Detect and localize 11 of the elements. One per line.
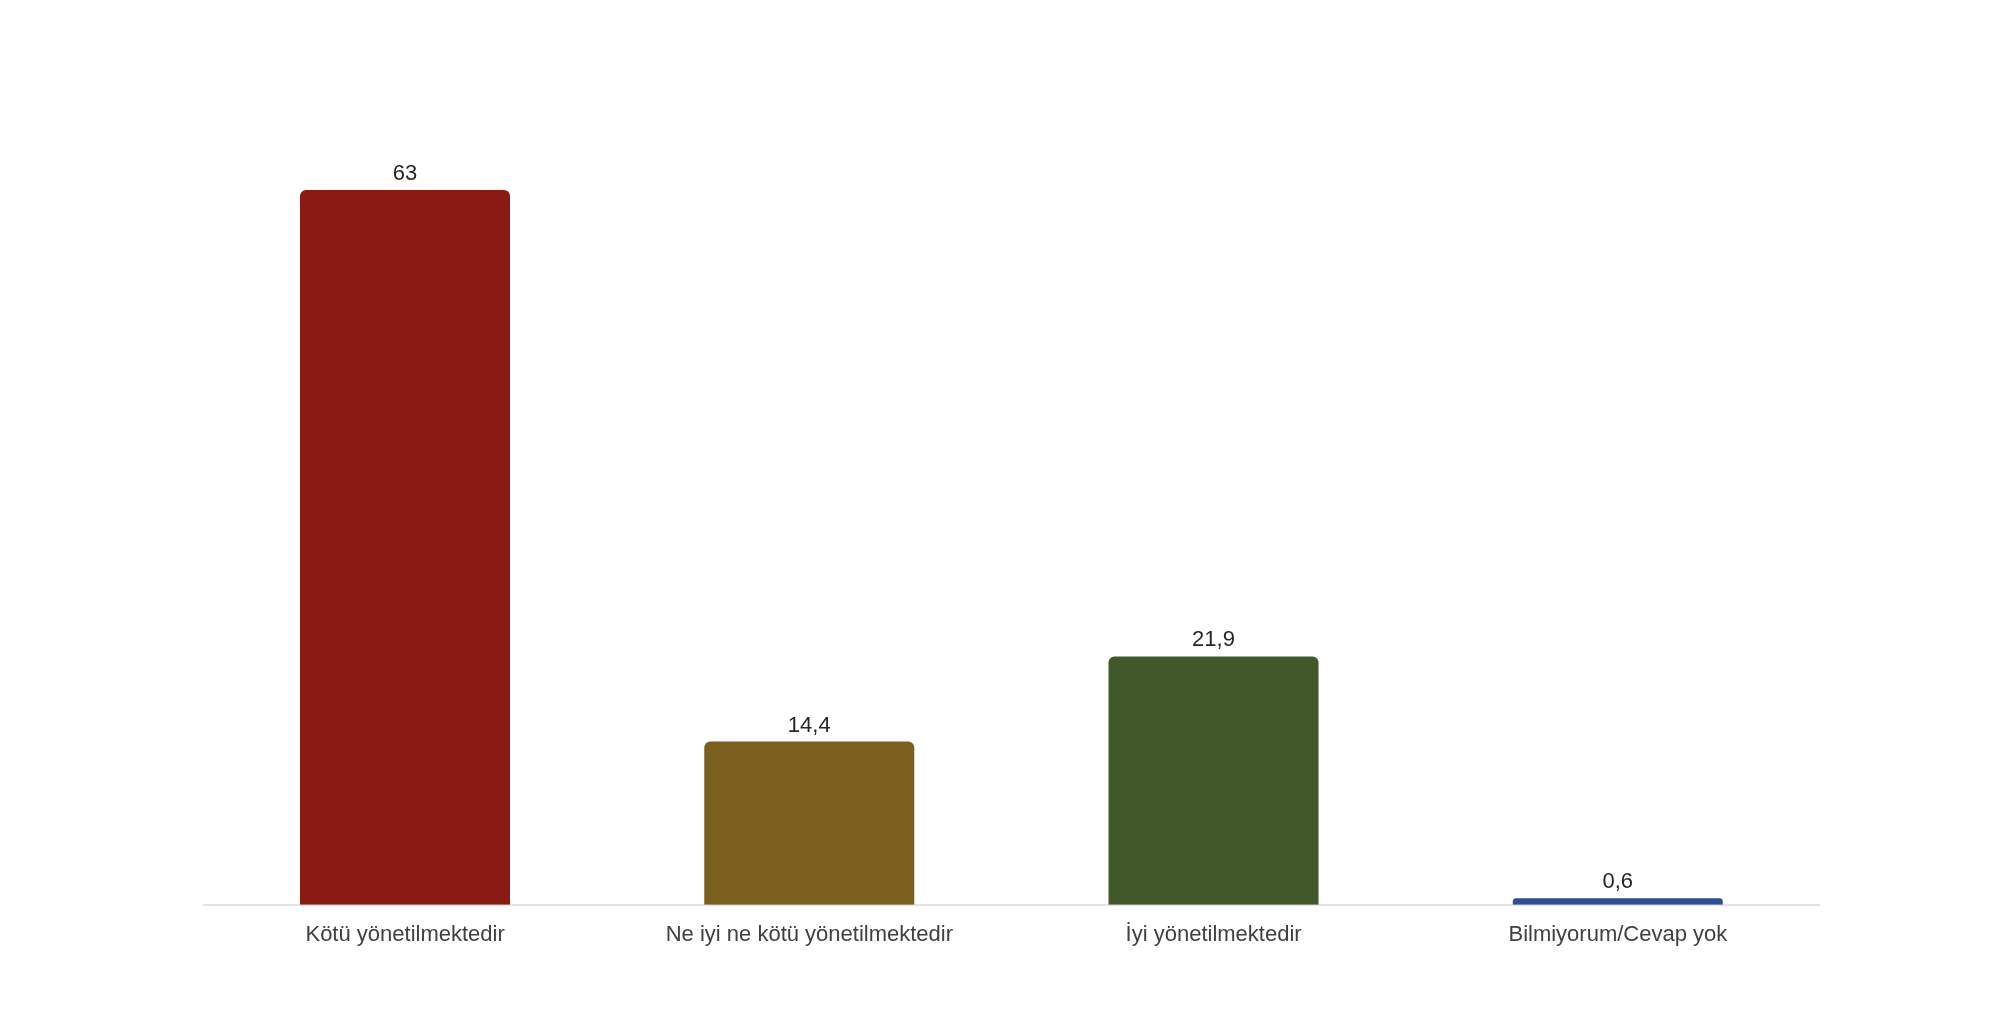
x-tick-label: Ne iyi ne kötü yönetilmektedir	[665, 920, 954, 946]
bar	[1108, 656, 1319, 905]
x-tick-label: Kötü yönetilmektedir	[305, 920, 505, 946]
x-tick-label: İyi yönetilmektedir	[1125, 920, 1302, 946]
bar	[704, 741, 915, 905]
data-label: 0,6	[1602, 868, 1634, 894]
x-tick-label: Bilmiyorum/Cevap yok	[1508, 920, 1729, 946]
data-label: 63	[392, 160, 418, 185]
data-label: 21,9	[1192, 626, 1235, 652]
bar	[300, 190, 511, 905]
data-label: 14,4	[787, 711, 831, 737]
